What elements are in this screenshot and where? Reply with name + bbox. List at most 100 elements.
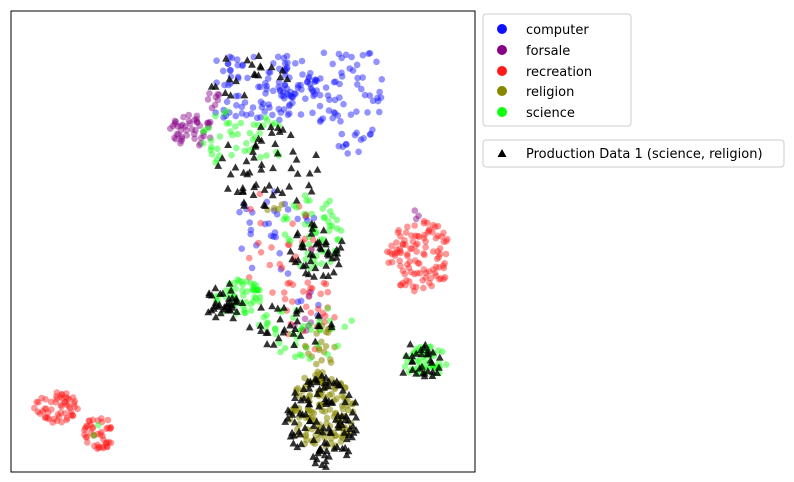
point-recreation: [399, 240, 407, 248]
point-science: [222, 287, 230, 294]
point-recreation: [303, 211, 310, 219]
point-recreation: [61, 399, 69, 406]
point-production-data-1-science-religion: [305, 384, 314, 392]
point-computer: [309, 109, 316, 117]
point-production-data-1-science-religion: [296, 331, 305, 339]
point-science: [272, 330, 280, 338]
point-computer: [348, 53, 355, 61]
point-computer: [249, 104, 257, 111]
point-production-data-1-science-religion: [304, 270, 313, 278]
point-science: [239, 287, 246, 295]
point-recreation: [393, 239, 400, 246]
point-production-data-1-science-religion: [322, 261, 331, 269]
point-recreation: [402, 229, 410, 236]
point-recreation: [404, 250, 411, 258]
point-production-data-1-science-religion: [267, 123, 275, 131]
point-production-data-1-science-religion: [306, 257, 315, 265]
point-production-data-1-science-religion: [328, 254, 337, 262]
point-recreation: [86, 417, 93, 425]
point-computer: [367, 130, 374, 138]
point-forsale: [178, 135, 186, 143]
point-production-data-1-science-religion: [224, 184, 232, 192]
point-computer: [336, 80, 343, 88]
point-recreation: [63, 401, 70, 408]
point-production-data-1-science-religion: [341, 398, 349, 406]
point-recreation: [69, 394, 77, 401]
point-recreation: [307, 284, 314, 292]
point-computer: [261, 108, 269, 115]
point-science: [238, 278, 245, 286]
point-production-data-1-science-religion: [314, 449, 322, 457]
point-production-data-1-science-religion: [250, 153, 258, 161]
point-science: [252, 295, 260, 302]
point-production-data-1-science-religion: [224, 140, 232, 148]
point-production-data-1-science-religion: [254, 71, 263, 79]
point-computer: [369, 97, 377, 105]
point-production-data-1-science-religion: [226, 299, 235, 307]
point-computer: [244, 74, 251, 82]
point-recreation: [94, 445, 101, 453]
point-forsale: [193, 116, 200, 123]
point-forsale: [214, 96, 222, 104]
point-computer: [298, 86, 305, 93]
point-forsale: [204, 119, 212, 126]
point-production-data-1-science-religion: [229, 314, 238, 322]
point-recreation: [420, 234, 428, 242]
point-computer: [358, 85, 365, 93]
point-production-data-1-science-religion: [292, 309, 301, 317]
point-production-data-1-science-religion: [273, 304, 282, 312]
point-recreation: [412, 283, 420, 291]
point-forsale: [196, 122, 203, 129]
point-recreation: [322, 280, 330, 288]
point-production-data-1-science-religion: [330, 444, 339, 452]
point-forsale: [214, 91, 222, 98]
point-religion: [328, 390, 335, 398]
point-computer: [247, 230, 254, 238]
point-recreation: [95, 443, 103, 451]
point-recreation: [422, 269, 430, 277]
point-computer: [305, 75, 312, 82]
point-recreation: [53, 395, 60, 403]
point-recreation: [432, 263, 440, 271]
point-religion: [313, 330, 320, 337]
point-religion: [302, 432, 309, 440]
point-production-data-1-science-religion: [210, 302, 219, 310]
point-recreation: [98, 428, 105, 436]
point-forsale: [191, 130, 198, 138]
point-computer: [269, 87, 277, 95]
point-computer: [284, 206, 292, 213]
point-science: [207, 137, 215, 144]
point-computer: [276, 116, 283, 124]
point-religion: [305, 350, 312, 358]
point-production-data-1-science-religion: [412, 369, 420, 377]
point-computer: [311, 78, 319, 86]
point-recreation: [319, 309, 327, 317]
point-production-data-1-science-religion: [276, 315, 285, 323]
point-religion: [278, 201, 286, 208]
point-production-data-1-science-religion: [312, 150, 320, 158]
point-computer: [238, 110, 246, 117]
point-production-data-1-science-religion: [320, 383, 328, 391]
point-production-data-1-science-religion: [316, 243, 324, 251]
point-forsale: [204, 120, 211, 127]
point-recreation: [393, 246, 400, 253]
point-recreation: [83, 422, 90, 430]
point-computer: [246, 219, 253, 226]
point-recreation: [420, 250, 427, 257]
point-computer: [226, 109, 233, 116]
point-recreation: [432, 223, 439, 231]
point-computer: [329, 114, 337, 122]
point-computer: [265, 101, 273, 108]
point-production-data-1-science-religion: [245, 168, 254, 176]
point-recreation: [397, 282, 405, 289]
point-recreation: [315, 305, 322, 313]
point-computer: [374, 97, 382, 105]
point-recreation: [81, 431, 88, 438]
legend-marker-religion: [497, 86, 507, 96]
point-recreation: [107, 425, 114, 432]
legend-label-computer: computer: [526, 23, 589, 38]
point-computer: [267, 232, 275, 240]
point-science: [306, 321, 313, 328]
point-recreation: [407, 268, 415, 276]
point-forsale: [183, 126, 190, 134]
